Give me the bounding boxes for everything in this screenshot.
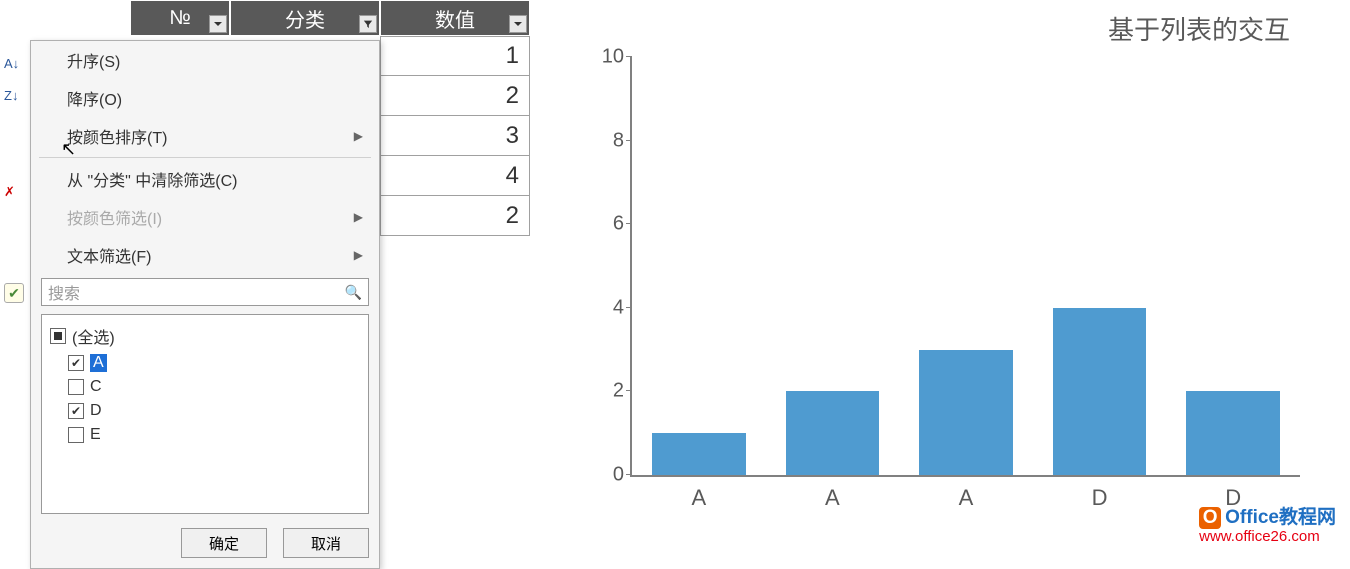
- ok-button[interactable]: 确定: [181, 528, 267, 558]
- check-label: (全选): [72, 324, 115, 348]
- sort-desc-icon: Z↓: [4, 80, 19, 112]
- table-cell[interactable]: 2: [380, 196, 530, 236]
- check-item-a[interactable]: ✔ A: [50, 351, 360, 375]
- checkbox-indeterminate[interactable]: [50, 328, 66, 344]
- value-column: 1 2 3 4 2: [380, 36, 530, 236]
- menu-text-filter-label: 文本筛选(F): [67, 243, 354, 267]
- clear-filter-icon: ✗: [4, 176, 19, 208]
- chart-title: 基于列表的交互: [580, 10, 1320, 47]
- y-tick-label: 2: [588, 380, 624, 403]
- checkbox-checked[interactable]: ✔: [68, 403, 84, 419]
- table-cell[interactable]: 4: [380, 156, 530, 196]
- menu-clear-filter-label: 从 "分类" 中清除筛选(C): [67, 167, 369, 191]
- dialog-buttons: 确定 取消: [31, 518, 379, 568]
- search-input[interactable]: 搜索 🔍: [41, 278, 369, 306]
- menu-sort-desc[interactable]: 降序(O): [31, 79, 379, 117]
- submenu-arrow-icon: ▶: [354, 129, 363, 143]
- submenu-arrow-icon: ▶: [354, 248, 363, 262]
- chart-bar: [1053, 308, 1147, 475]
- chart-bar: [786, 391, 880, 475]
- menu-text-filter[interactable]: 文本筛选(F) ▶: [31, 236, 379, 274]
- cancel-button[interactable]: 取消: [283, 528, 369, 558]
- menu-sort-color-label: 按颜色排序(T): [67, 124, 354, 148]
- header-category: 分类: [230, 0, 380, 36]
- x-tick-label: A: [899, 485, 1033, 511]
- sort-asc-icon: A↓: [4, 48, 19, 80]
- chart-plot-area: 0246810AAADD: [630, 57, 1300, 477]
- chart-bar: [1186, 391, 1280, 475]
- submenu-arrow-icon: ▶: [354, 210, 363, 224]
- check-label: D: [90, 402, 102, 420]
- chart-bar: [652, 433, 746, 475]
- y-tick-label: 8: [588, 129, 624, 152]
- check-item-c[interactable]: C: [50, 375, 360, 399]
- x-tick-label: A: [632, 485, 766, 511]
- filter-button-no[interactable]: [209, 15, 227, 33]
- check-item-d[interactable]: ✔ D: [50, 399, 360, 423]
- table-cell[interactable]: 1: [380, 36, 530, 76]
- checkbox-unchecked[interactable]: [68, 427, 84, 443]
- menu-clear-filter[interactable]: 从 "分类" 中清除筛选(C): [31, 160, 379, 198]
- menu-filter-color-label: 按颜色筛选(I): [67, 205, 354, 229]
- header-no-label: №: [169, 7, 190, 30]
- menu-separator: [39, 157, 371, 158]
- header-value: 数值: [380, 0, 530, 36]
- filter-checklist: (全选) ✔ A C ✔ D E ↖: [41, 314, 369, 514]
- bar-chart: 基于列表的交互 0246810AAADD: [580, 10, 1320, 510]
- check-label: A: [90, 354, 107, 372]
- y-tick-label: 6: [588, 213, 624, 236]
- menu-sort-asc-label: 升序(S): [67, 48, 369, 72]
- check-select-all[interactable]: (全选): [50, 321, 360, 351]
- header-value-label: 数值: [435, 4, 475, 33]
- watermark-title: OOffice教程网: [1199, 507, 1336, 529]
- left-gutter-icons: A↓ Z↓ ✗: [4, 48, 19, 208]
- search-icon: 🔍: [345, 284, 362, 301]
- search-placeholder: 搜索: [48, 280, 345, 304]
- checkbox-checked[interactable]: ✔: [68, 355, 84, 371]
- header-category-label: 分类: [285, 4, 325, 33]
- x-tick-label: D: [1033, 485, 1167, 511]
- filter-button-category[interactable]: [359, 15, 377, 33]
- filter-dropdown-menu: 升序(S) 降序(O) 按颜色排序(T) ▶ 从 "分类" 中清除筛选(C) 按…: [30, 40, 380, 569]
- checkbox-unchecked[interactable]: [68, 379, 84, 395]
- menu-sort-by-color[interactable]: 按颜色排序(T) ▶: [31, 117, 379, 155]
- check-label: C: [90, 378, 102, 396]
- checkmark-icon: ✔: [4, 283, 24, 303]
- watermark-url: www.office26.com: [1199, 529, 1336, 546]
- table-cell[interactable]: 3: [380, 116, 530, 156]
- menu-filter-by-color: 按颜色筛选(I) ▶: [31, 198, 379, 236]
- watermark-line1: Office教程网: [1225, 507, 1336, 528]
- menu-sort-asc[interactable]: 升序(S): [31, 41, 379, 79]
- watermark: OOffice教程网 www.office26.com: [1199, 507, 1336, 546]
- check-label: E: [90, 426, 101, 444]
- x-tick-label: A: [766, 485, 900, 511]
- y-tick-label: 0: [588, 464, 624, 487]
- filter-button-value[interactable]: [509, 15, 527, 33]
- check-item-e[interactable]: E: [50, 423, 360, 447]
- menu-sort-desc-label: 降序(O): [67, 86, 369, 110]
- search-row: 搜索 🔍: [31, 274, 379, 310]
- data-table: № 分类 数值 1 2 3 4 2: [130, 0, 530, 36]
- table-cell[interactable]: 2: [380, 76, 530, 116]
- table-header-row: № 分类 数值: [130, 0, 530, 36]
- office-logo-icon: O: [1199, 507, 1221, 529]
- header-no: №: [130, 0, 230, 36]
- y-tick-label: 10: [588, 46, 624, 69]
- chart-bar: [919, 350, 1013, 475]
- y-tick-label: 4: [588, 296, 624, 319]
